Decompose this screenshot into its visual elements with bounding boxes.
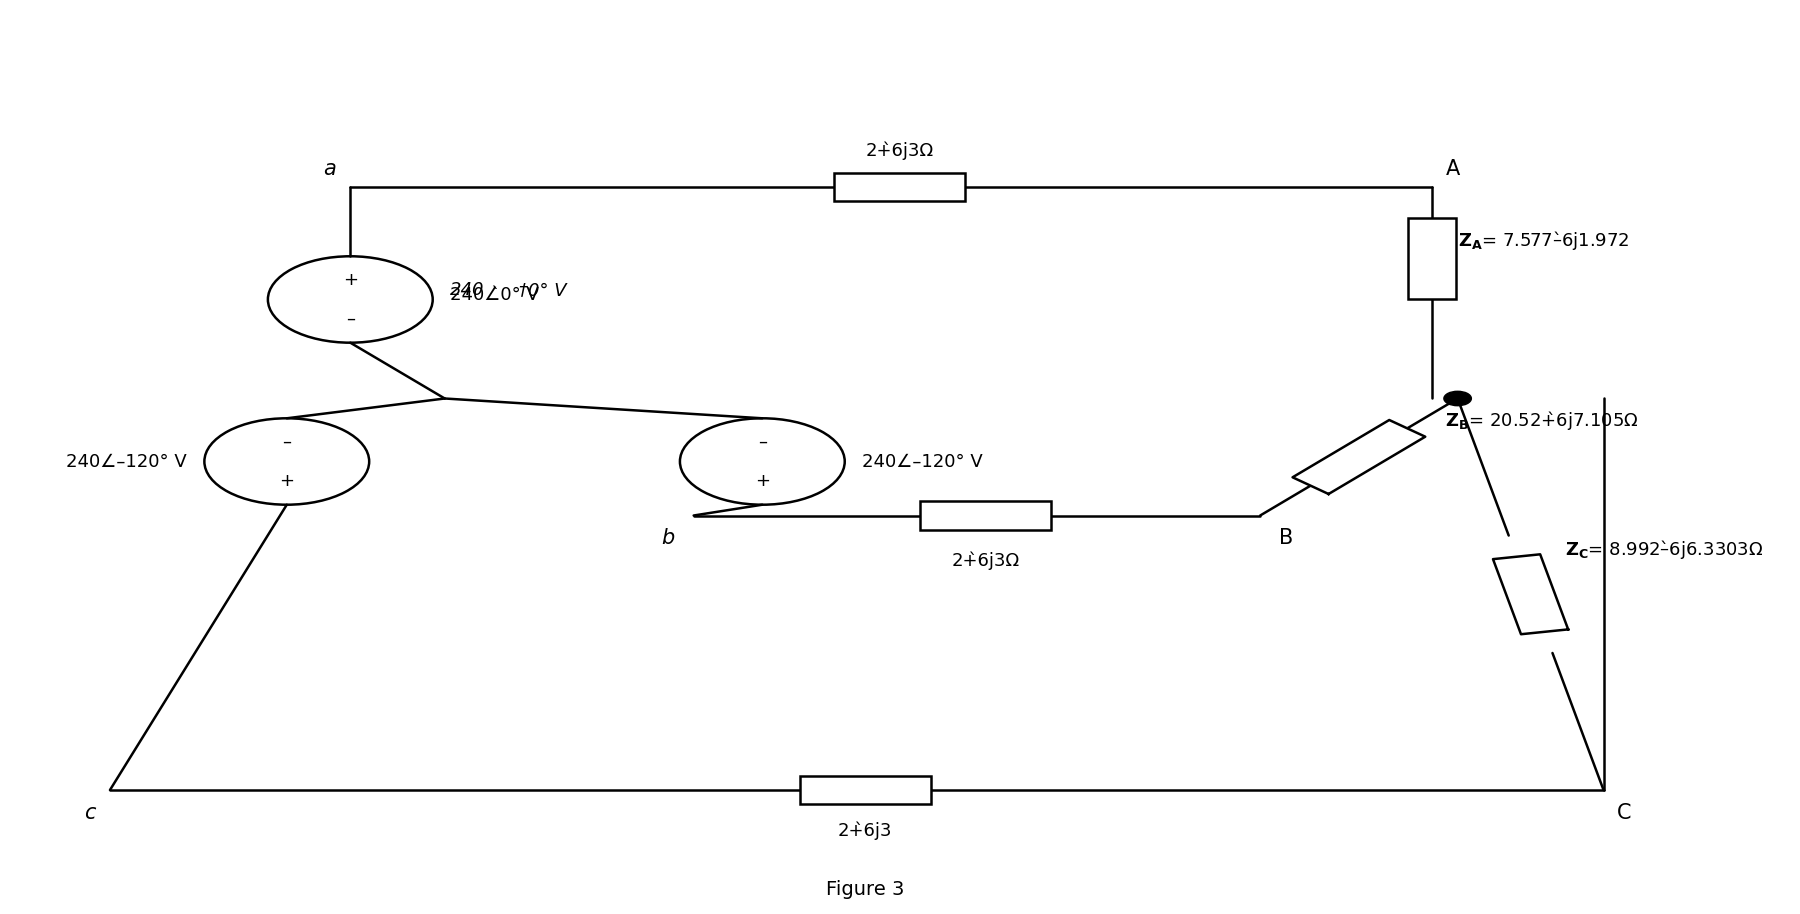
Text: +: + [279,472,293,490]
Polygon shape [1492,554,1568,634]
Text: B: B [1278,528,1292,548]
Text: $\mathbf{Z}$$_\mathbf{A}$= 7.577–̀6j1.972: $\mathbf{Z}$$_\mathbf{A}$= 7.577–̀6j1.97… [1458,229,1629,252]
Text: A: A [1445,159,1460,179]
Text: 2+̀6j3Ω: 2+̀6j3Ω [866,142,934,160]
Text: –: – [758,433,767,451]
Bar [835,173,965,201]
Text: $\mathbf{Z}$$_\mathbf{C}$= 8.992–̀6j6.3303Ω: $\mathbf{Z}$$_\mathbf{C}$= 8.992–̀6j6.33… [1564,537,1764,561]
Polygon shape [1292,420,1426,494]
Text: 2+̀6j3Ω: 2+̀6j3Ω [952,551,1019,569]
Text: +: + [754,472,770,490]
Text: b: b [661,528,675,548]
Text: 240: 240 [450,282,484,300]
Bar [799,776,931,804]
Text: +: + [342,271,358,289]
Text: $\mathbf{Z}$$_\mathbf{B}$= 20.52+̀6j7.105Ω: $\mathbf{Z}$$_\mathbf{B}$= 20.52+̀6j7.10… [1445,409,1638,432]
Bar [1408,218,1456,300]
Text: †0° V: †0° V [518,282,567,300]
Text: 2+̀6j3: 2+̀6j3 [839,822,893,840]
Text: 240∠–120° V: 240∠–120° V [862,452,983,471]
Text: c: c [83,802,95,823]
Text: –: – [346,310,355,328]
Text: Figure 3: Figure 3 [826,879,905,898]
Text: 240∠–120° V: 240∠–120° V [67,452,187,471]
Bar [920,501,1051,530]
Circle shape [1444,391,1471,406]
Text: 240∠̀0° V: 240∠̀0° V [450,286,538,304]
Text: C: C [1616,802,1631,823]
Text: a: a [324,159,337,179]
Text: –: – [283,433,292,451]
